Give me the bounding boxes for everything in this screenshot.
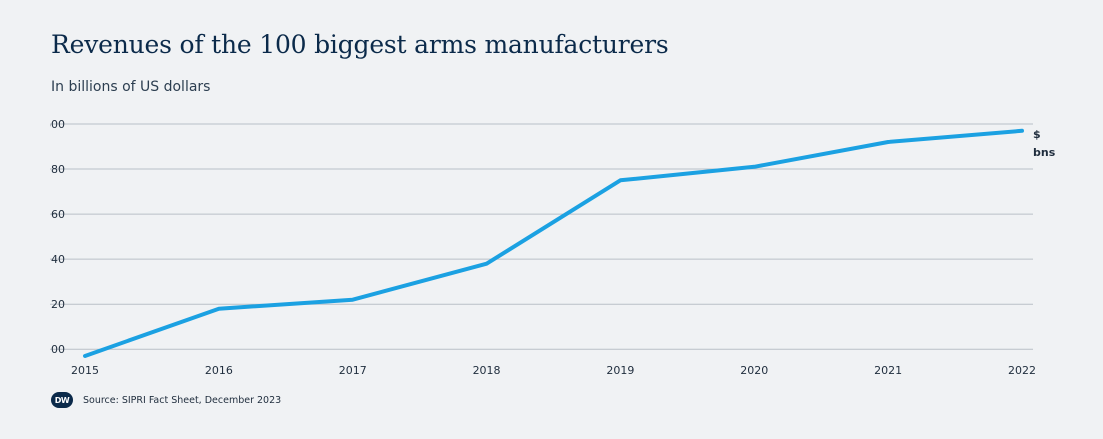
- series-line-0: [83, 128, 1024, 358]
- grid-lines: [50, 123, 1033, 350]
- dw-logo-icon: DW: [51, 392, 73, 408]
- y-tick-label-500: 500: [44, 343, 65, 356]
- source-line: DW Source: SIPRI Fact Sheet, December 20…: [51, 392, 281, 408]
- x-tick-label-2017: 2017: [339, 364, 367, 377]
- chart-subtitle: In billions of US dollars: [51, 79, 211, 95]
- x-tick-label-2022: 2022: [1008, 364, 1036, 377]
- source-text: Source: SIPRI Fact Sheet, December 2023: [83, 394, 282, 406]
- x-axis-ticks: 2015 2016 2017 2018 2019 2020 2021 2022: [71, 364, 1036, 377]
- y-tick-label-520: 520: [44, 298, 65, 311]
- series: [83, 128, 1024, 358]
- unit-label-currency: $: [1033, 128, 1041, 141]
- y-axis-ticks: 500 520 540 560 580 600: [44, 118, 65, 356]
- y-tick-label-560: 560: [44, 208, 65, 221]
- chart-title: Revenues of the 100 biggest arms manufac…: [51, 30, 669, 59]
- x-tick-label-2020: 2020: [740, 364, 768, 377]
- y-tick-label-540: 540: [44, 253, 65, 266]
- unit-label: $ bns: [1033, 128, 1056, 159]
- x-tick-label-2021: 2021: [874, 364, 902, 377]
- x-tick-label-2015: 2015: [71, 364, 99, 377]
- y-tick-label-600: 600: [44, 118, 65, 131]
- unit-label-bns: bns: [1033, 146, 1056, 159]
- x-tick-label-2019: 2019: [606, 364, 634, 377]
- x-tick-label-2018: 2018: [473, 364, 501, 377]
- x-tick-label-2016: 2016: [205, 364, 233, 377]
- y-tick-label-580: 580: [44, 163, 65, 176]
